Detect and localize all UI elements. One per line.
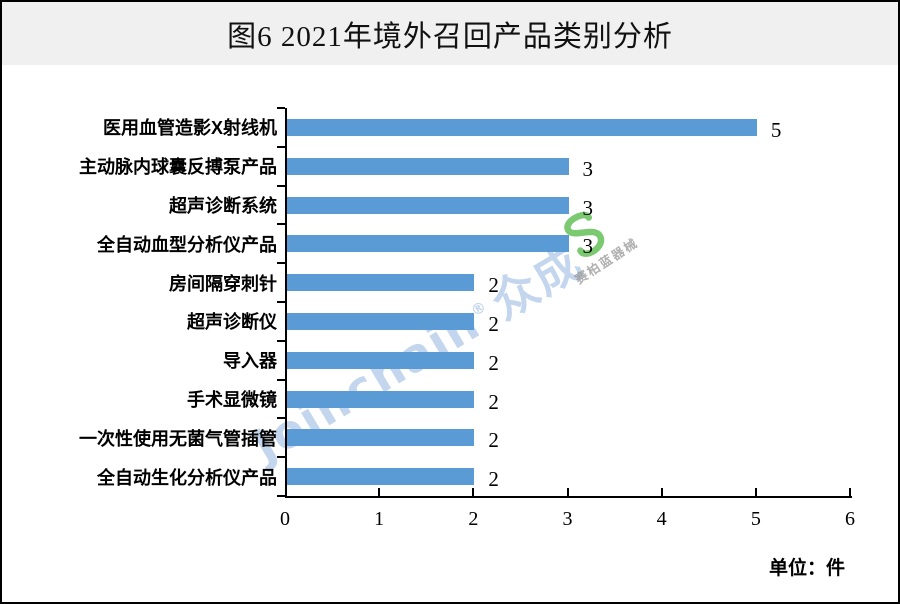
x-tick (849, 488, 851, 496)
bar (286, 118, 757, 136)
y-tick (277, 339, 285, 342)
y-tick (277, 262, 285, 265)
bar (286, 274, 475, 292)
value-label: 3 (582, 234, 594, 259)
x-tick (566, 488, 569, 496)
x-tick (472, 488, 475, 496)
bar (286, 390, 475, 408)
value-label: 3 (582, 195, 594, 220)
y-tick (277, 456, 285, 459)
category-label: 全自动生化分析仪产品 (97, 467, 277, 488)
x-tick (754, 488, 757, 496)
bar (286, 235, 569, 253)
x-tick-label: 5 (750, 508, 761, 530)
value-label: 2 (488, 467, 499, 492)
category-label: 主动脉内球囊反搏泵产品 (79, 157, 277, 178)
y-tick (277, 417, 285, 420)
category-label: 一次性使用无菌气管插管 (79, 428, 277, 449)
category-label: 手术显微镜 (187, 389, 277, 410)
value-label: 3 (582, 156, 594, 181)
value-label: 2 (488, 350, 499, 375)
value-label: 2 (488, 273, 499, 298)
x-tick-label: 2 (468, 508, 479, 530)
brand-logo-icon (555, 205, 619, 274)
y-tick (277, 223, 285, 226)
bar (286, 468, 475, 486)
y-tick (277, 107, 285, 109)
chart-title: 图6 2021年境外召回产品类别分析 (227, 20, 673, 53)
x-tick-label: 0 (280, 508, 290, 530)
bar (286, 312, 475, 330)
category-label: 超声诊断仪 (187, 312, 277, 333)
y-tick (277, 301, 285, 303)
y-tick (277, 145, 285, 148)
category-label: 医用血管造影X射线机 (102, 118, 277, 139)
bar (286, 157, 569, 175)
value-label: 2 (488, 428, 499, 453)
x-tick-label: 4 (656, 508, 667, 530)
unit-label: 单位：件 (768, 558, 845, 579)
chart-header: 图6 2021年境外召回产品类别分析 (2, 2, 898, 65)
bar (286, 429, 475, 447)
category-label: 导入器 (223, 351, 277, 372)
x-axis-line (285, 496, 852, 498)
x-tick (378, 488, 381, 496)
y-tick (277, 495, 285, 497)
y-tick (277, 184, 285, 187)
y-axis-line (285, 108, 287, 498)
x-tick-label: 3 (562, 508, 573, 530)
value-label: 5 (770, 117, 782, 142)
value-label: 2 (488, 311, 499, 336)
category-label: 房间隔穿刺针 (169, 273, 277, 294)
y-tick (277, 378, 285, 381)
bar (286, 196, 569, 214)
category-label: 全自动血型分析仪产品 (97, 234, 277, 255)
x-tick-label: 6 (845, 508, 855, 530)
bar (286, 351, 475, 369)
x-tick (660, 488, 663, 496)
x-tick-label: 1 (374, 508, 385, 530)
value-label: 2 (488, 389, 499, 414)
category-label: 超声诊断系统 (169, 195, 277, 216)
